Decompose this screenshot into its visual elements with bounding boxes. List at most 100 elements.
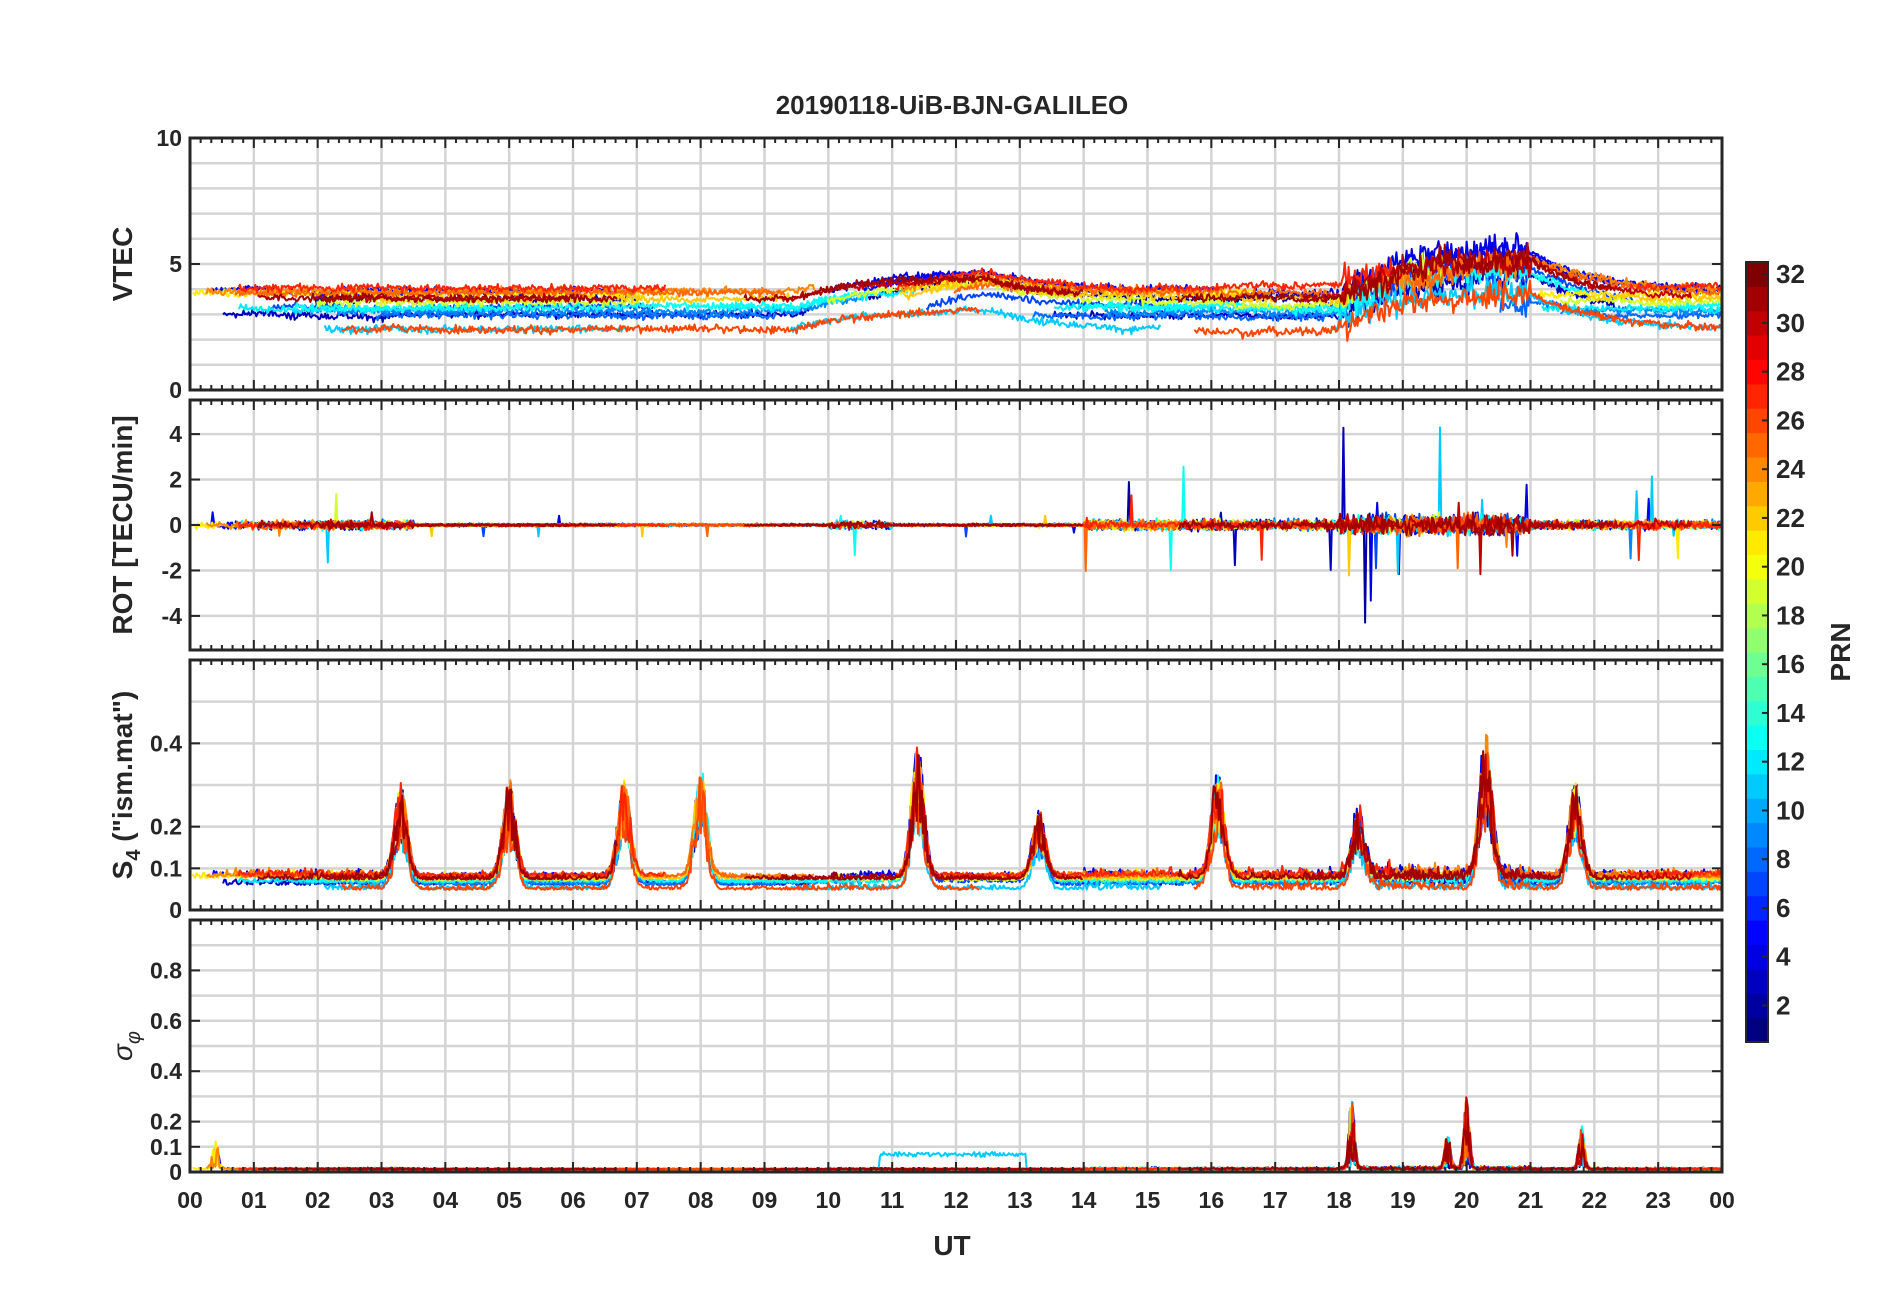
colorbar-bin (1746, 481, 1768, 507)
colorbar-bin (1746, 993, 1768, 1019)
series-prn-26 (341, 768, 980, 891)
series-prn-27 (1627, 519, 1722, 562)
colorbar-bin (1746, 652, 1768, 677)
y-tick-label: 0 (169, 512, 182, 538)
x-tick-label: 05 (496, 1187, 522, 1213)
y-tick-label: 0 (169, 897, 182, 923)
colorbar-bin (1746, 578, 1768, 604)
series-prn-30 (1302, 242, 1692, 303)
series-prn-31 (744, 753, 1084, 881)
series-prn-31 (1177, 1118, 1613, 1171)
chart-title: 20190118-UiB-BJN-GALILEO (776, 90, 1129, 120)
series-prn-31 (257, 292, 618, 305)
series-prn-9 (292, 294, 863, 318)
colorbar-tick-label: 32 (1776, 259, 1805, 289)
x-tick-label: 15 (1135, 1187, 1161, 1213)
x-tick-label: 00 (1709, 1187, 1735, 1213)
series-prn-26 (1193, 752, 1722, 891)
colorbar-bin (1746, 603, 1768, 629)
series-group-rot (191, 426, 1722, 624)
colorbar-bin (1746, 773, 1768, 799)
y-tick-label: 0.4 (150, 1058, 182, 1084)
x-tick-label: 09 (752, 1187, 778, 1213)
x-tick-label: 21 (1518, 1187, 1544, 1213)
colorbar-tick-label: 6 (1776, 893, 1790, 923)
series-group-vtec (191, 232, 1722, 342)
series-prn-26 (1193, 278, 1722, 342)
y-axis-label-s4: S4 ("ism.mat") (107, 691, 145, 880)
x-tick-label: 01 (241, 1187, 267, 1213)
y-tick-label: 5 (169, 251, 182, 277)
series-prn-27 (237, 282, 667, 294)
y-tick-label: 0 (169, 377, 182, 403)
series-prn-9 (1104, 294, 1346, 321)
y-tick-label: -2 (162, 557, 182, 583)
series-prn-30 (1301, 501, 1692, 576)
colorbar-bin (1746, 359, 1768, 385)
colorbar-tick-label: 12 (1776, 747, 1805, 777)
x-tick-label: 22 (1582, 1187, 1608, 1213)
colorbar-bin (1746, 554, 1768, 580)
colorbar-tick-label: 22 (1776, 503, 1805, 533)
x-tick-label: 03 (369, 1187, 395, 1213)
y-tick-label: 0.4 (150, 730, 182, 756)
x-tick-label: 02 (305, 1187, 331, 1213)
colorbar-bin (1746, 505, 1768, 531)
series-prn-7 (925, 291, 1196, 313)
colorbar-bin (1746, 457, 1768, 482)
y-tick-label: 4 (169, 421, 182, 447)
series-prn-31 (1177, 750, 1613, 881)
x-tick-label: 12 (943, 1187, 969, 1213)
series-prn-25 (234, 286, 786, 299)
y-tick-label: 0 (169, 1159, 182, 1185)
series-prn-31 (743, 273, 1084, 304)
y-tick-label: 0.2 (150, 814, 182, 840)
y-tick-label: -4 (162, 603, 183, 629)
colorbar-bin (1746, 335, 1768, 360)
y-tick-label: 0.8 (150, 957, 182, 983)
y-tick-label: 0.1 (150, 855, 182, 881)
series-prn-27 (1627, 281, 1722, 294)
x-tick-label: 20 (1454, 1187, 1480, 1213)
x-tick-label: 00 (177, 1187, 203, 1213)
y-tick-label: 0.2 (150, 1109, 182, 1135)
colorbar-bin (1746, 1017, 1768, 1043)
y-tick-label: 10 (156, 125, 182, 151)
colorbar-bin (1746, 944, 1768, 970)
y-axis-label-vtec: VTEC (107, 227, 138, 302)
colorbar-tick-label: 20 (1776, 552, 1805, 582)
colorbar-tick-label: 10 (1776, 795, 1805, 825)
x-tick-label: 04 (433, 1187, 459, 1213)
series-prn-26 (341, 306, 981, 336)
colorbar-bin (1746, 895, 1768, 921)
colorbar-bin (1746, 822, 1768, 848)
series-prn-31 (257, 787, 618, 881)
y-axis-label-rot: ROT [TECU/min] (107, 415, 138, 634)
colorbar-tick-label: 4 (1776, 942, 1791, 972)
colorbar-tick-label: 2 (1776, 990, 1790, 1020)
x-tick-label: 14 (1071, 1187, 1097, 1213)
colorbar-bin (1746, 920, 1768, 945)
series-prn-27 (894, 257, 1393, 295)
y-tick-label: 0.1 (150, 1134, 182, 1160)
x-tick-label: 10 (816, 1187, 842, 1213)
panel-rot: -4 -2 0 2 4 ROT [TECU/min] (107, 398, 1724, 652)
colorbar-bin (1746, 725, 1768, 750)
series-prn-31 (257, 511, 618, 530)
x-tick-label: 07 (624, 1187, 650, 1213)
colorbar-bin (1746, 676, 1768, 702)
series-group-s4 (191, 733, 1722, 891)
y-tick-label: 0.6 (150, 1008, 182, 1034)
x-tick-label: 13 (1007, 1187, 1033, 1213)
colorbar-bin (1746, 383, 1768, 409)
colorbar-bin (1746, 262, 1768, 287)
colorbar-bin (1746, 847, 1768, 872)
colorbar-bin (1746, 530, 1768, 555)
colorbar-bin (1746, 871, 1768, 897)
colorbar-tick-label: 16 (1776, 649, 1805, 679)
series-prn-27 (894, 746, 1393, 878)
panel-vtec: 0 5 10 VTEC (107, 125, 1724, 403)
x-tick-label: 17 (1262, 1187, 1288, 1213)
colorbar-tick-label: 8 (1776, 844, 1790, 874)
